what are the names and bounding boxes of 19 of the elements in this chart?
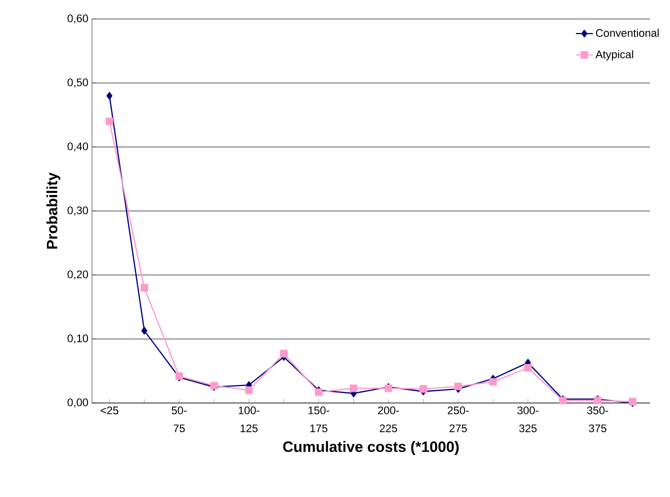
- y-tick-label: 0,10: [68, 334, 88, 344]
- x-tick-label: <25: [100, 406, 118, 414]
- x-axis-title: Cumulative costs (*1000): [283, 441, 459, 455]
- y-tick-label: 0,00: [68, 398, 88, 408]
- y-tick-label: 0,30: [68, 206, 88, 216]
- y-tick-label: 0,60: [68, 14, 88, 24]
- legend-label: Conventional: [596, 28, 659, 37]
- x-tick-label: 300- 325: [517, 406, 538, 432]
- y-tick-label: 0,50: [68, 78, 88, 88]
- x-tick-label: 50- 75: [172, 406, 187, 432]
- y-tick-label: 0,40: [68, 142, 88, 152]
- x-tick-label: 350- 375: [587, 406, 608, 432]
- y-tick-label: 0,20: [68, 270, 88, 280]
- x-tick-label: 100- 125: [238, 406, 260, 432]
- x-tick-label: 200- 225: [378, 406, 399, 432]
- x-tick-label: 150- 175: [308, 406, 330, 432]
- y-axis-title: Probability: [46, 172, 60, 249]
- legend-label: Atypical: [595, 50, 634, 60]
- x-tick-label: 250- 275: [448, 406, 469, 432]
